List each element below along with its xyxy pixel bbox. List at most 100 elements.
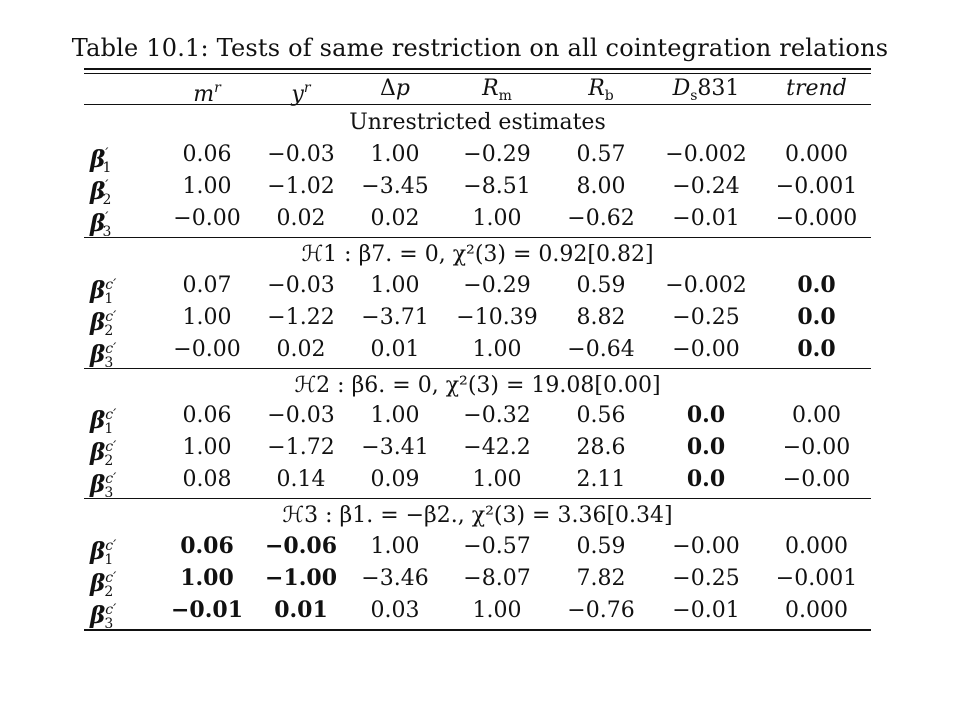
table-cell: 0.000 [785,598,848,623]
table-cell: 1.00 [180,565,234,591]
table-cell: −0.62 [567,206,635,231]
table-cell: 0.56 [576,403,626,428]
table-cell: −0.03 [267,273,335,298]
table-row: β′3 −0.00 0.02 0.02 1.00 −0.62 −0.01 −0.… [84,202,871,240]
table-cell: 1.00 [370,273,420,298]
table-cell: 0.06 [182,142,232,167]
table-cell: −0.00 [173,337,241,362]
table-cell: −1.22 [267,305,335,330]
row-label: βc′3 [90,602,117,632]
table-cell: −42.2 [463,435,531,460]
table-cell: 28.6 [576,435,626,460]
table-cell: −0.002 [665,142,747,167]
top-rule-thin [84,73,871,74]
table-cell: −0.25 [672,566,740,591]
table-row: βc′1 0.06 −0.06 1.00 −0.57 0.59 −0.00 0.… [84,530,871,568]
header-row: mr yr Δp Rm Rb Ds831 trend [84,72,871,107]
table-cell: −0.01 [170,597,243,623]
col-header-dp: Δp [380,76,410,101]
col-header-trend: trend [786,76,847,101]
table-cell: 0.06 [182,403,232,428]
table-cell: −3.46 [361,566,429,591]
table-cell: −0.00 [782,467,851,492]
table-cell: −3.71 [361,305,429,330]
table-cell: −10.39 [456,305,538,330]
row-label: βc′3 [90,341,117,371]
table-row: β′2 1.00 −1.02 −3.45 −8.51 8.00 −0.24 −0… [84,170,871,208]
table-cell: −0.32 [463,403,531,428]
section-rule [84,237,871,238]
table-cell: 0.07 [182,273,232,298]
table-row: βc′3 −0.00 0.02 0.01 1.00 −0.64 −0.00 0.… [84,333,871,371]
table-cell: −0.00 [173,206,241,231]
col-header-rb: Rb [588,76,614,104]
table-cell: −0.00 [782,435,851,460]
row-label: β′1 [90,146,112,176]
row-label: βc′2 [90,309,117,339]
table-cell: −0.64 [567,337,635,362]
col-header-ds831: Ds831 [672,76,740,104]
table-cell: −0.24 [672,174,740,199]
table-cell: 0.59 [576,273,626,298]
table-cell: 1.00 [182,435,232,460]
table-cell: 7.82 [576,566,626,591]
table-cell: −0.25 [672,305,740,330]
table-cell: 0.01 [274,597,328,623]
row-label: βc′2 [90,570,117,600]
table-cell: 0.14 [276,467,326,492]
table-cell: 8.82 [576,305,626,330]
row-label: βc′1 [90,277,117,307]
table-cell: 0.57 [576,142,626,167]
table-cell: 0.03 [370,598,420,623]
table-cell: −0.57 [463,534,531,559]
table-row: βc′1 0.07 −0.03 1.00 −0.29 0.59 −0.002 0… [84,269,871,307]
table-cell: −0.001 [775,566,858,591]
table-cell: −0.03 [267,403,335,428]
table-cell: −1.02 [267,174,335,199]
table-cell: −1.00 [264,565,337,591]
table-cell: 0.59 [576,534,626,559]
table-cell: −0.29 [463,142,531,167]
col-header-mr: mr [193,80,221,107]
table-cell: 0.02 [370,206,420,231]
table-cell: 0.02 [276,206,326,231]
row-label: βc′1 [90,538,117,568]
table-row: βc′2 1.00 −1.00 −3.46 −8.07 7.82 −0.25 −… [84,562,871,600]
table-cell: 0.000 [785,534,848,559]
bottom-rule [84,629,871,631]
table-cell: −3.41 [361,435,429,460]
table-cell: −0.000 [775,206,858,231]
table-cell: 1.00 [472,467,522,492]
row-label: βc′2 [90,439,117,469]
table-cell: 2.11 [576,467,626,492]
table-cell: 1.00 [472,598,522,623]
section-rule [84,368,871,369]
table-cell: 1.00 [472,206,522,231]
col-header-yr: yr [291,80,311,107]
table-cell: 0.09 [370,467,420,492]
table-cell: −3.45 [361,174,429,199]
table-cell: −8.51 [463,174,531,199]
table-cell: 0.08 [182,467,232,492]
header-rule [84,104,871,105]
table-row: βc′3 0.08 0.14 0.09 1.00 2.11 0.0 −0.00 [84,463,871,501]
table-cell: −0.03 [267,142,335,167]
table-cell: 0.0 [797,272,836,298]
section-title: ℋ1 : β7. = 0, χ²(3) = 0.92[0.82] [301,242,654,267]
col-header-rm: Rm [482,76,512,104]
table-cell: 1.00 [472,337,522,362]
table-cell: 0.0 [797,304,836,330]
table-cell: −0.76 [567,598,635,623]
section-title: ℋ2 : β6. = 0, χ²(3) = 19.08[0.00] [294,373,661,398]
table-row: βc′2 1.00 −1.72 −3.41 −42.2 28.6 0.0 −0.… [84,431,871,469]
table-cell: 0.0 [686,402,726,428]
table-cell: 1.00 [370,534,420,559]
table-cell: 0.06 [180,533,234,559]
table-cell: −0.06 [264,533,337,559]
table-cell: −0.29 [463,273,531,298]
row-label: βc′1 [90,407,117,437]
top-rule [84,68,871,70]
table-cell: −0.00 [672,534,740,559]
row-label: β′3 [90,210,112,240]
